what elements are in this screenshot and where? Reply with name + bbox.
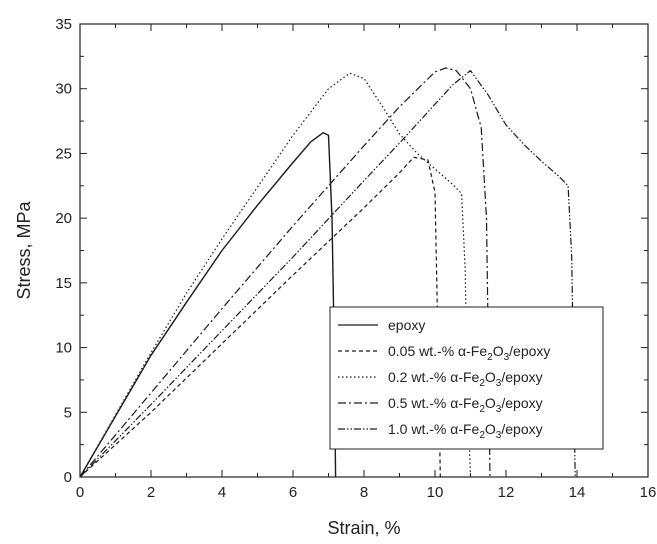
legend-label: epoxy bbox=[388, 317, 425, 333]
x-tick-label: 4 bbox=[218, 484, 226, 501]
x-tick-label: 6 bbox=[289, 484, 297, 501]
series-layer bbox=[79, 67, 576, 478]
series-line-3 bbox=[79, 72, 472, 478]
legend-box bbox=[329, 306, 604, 450]
y-tick-label: 30 bbox=[55, 81, 72, 98]
legend-label: 0.05 wt.-% α-Fe2O3/epoxy bbox=[388, 343, 550, 363]
y-tick-label: 5 bbox=[64, 404, 72, 421]
ticks-layer: 0 2 4 6 8 10 12 14 16 0 5 10 15 20 25 30 35 bbox=[55, 16, 656, 501]
legend-label: 0.5 wt.-% α-Fe2O3/epoxy bbox=[388, 395, 543, 415]
legend: epoxy 0.05 wt.-% α-Fe2O3/epoxy 0.2 wt.-% α… bbox=[329, 306, 604, 450]
x-tick-label: 16 bbox=[640, 484, 657, 501]
y-tick-label: 35 bbox=[55, 16, 72, 33]
y-tick-label: 0 bbox=[64, 469, 72, 486]
series-line-2 bbox=[79, 156, 441, 478]
x-tick-label: 12 bbox=[498, 484, 515, 501]
x-tick-label: 10 bbox=[427, 484, 444, 501]
series-line-5 bbox=[79, 69, 576, 478]
x-tick-label: 0 bbox=[76, 484, 84, 501]
y-tick-label: 10 bbox=[55, 340, 72, 357]
x-tick-label: 2 bbox=[147, 484, 155, 501]
series-line-4 bbox=[79, 67, 491, 478]
series-line-1 bbox=[79, 131, 337, 478]
legend-label: 1.0 wt.-% α-Fe2O3/epoxy bbox=[388, 421, 543, 441]
legend-label: 0.2 wt.-% α-Fe2O3/epoxy bbox=[388, 369, 543, 389]
y-tick-label: 25 bbox=[55, 145, 72, 162]
y-tick-label: 15 bbox=[55, 275, 72, 292]
x-axis-title: Strain, % bbox=[327, 518, 400, 538]
y-tick-label: 20 bbox=[55, 210, 72, 227]
x-tick-label: 14 bbox=[569, 484, 586, 501]
y-axis-title: Stress, MPa bbox=[14, 201, 34, 300]
x-tick-label: 8 bbox=[360, 484, 368, 501]
